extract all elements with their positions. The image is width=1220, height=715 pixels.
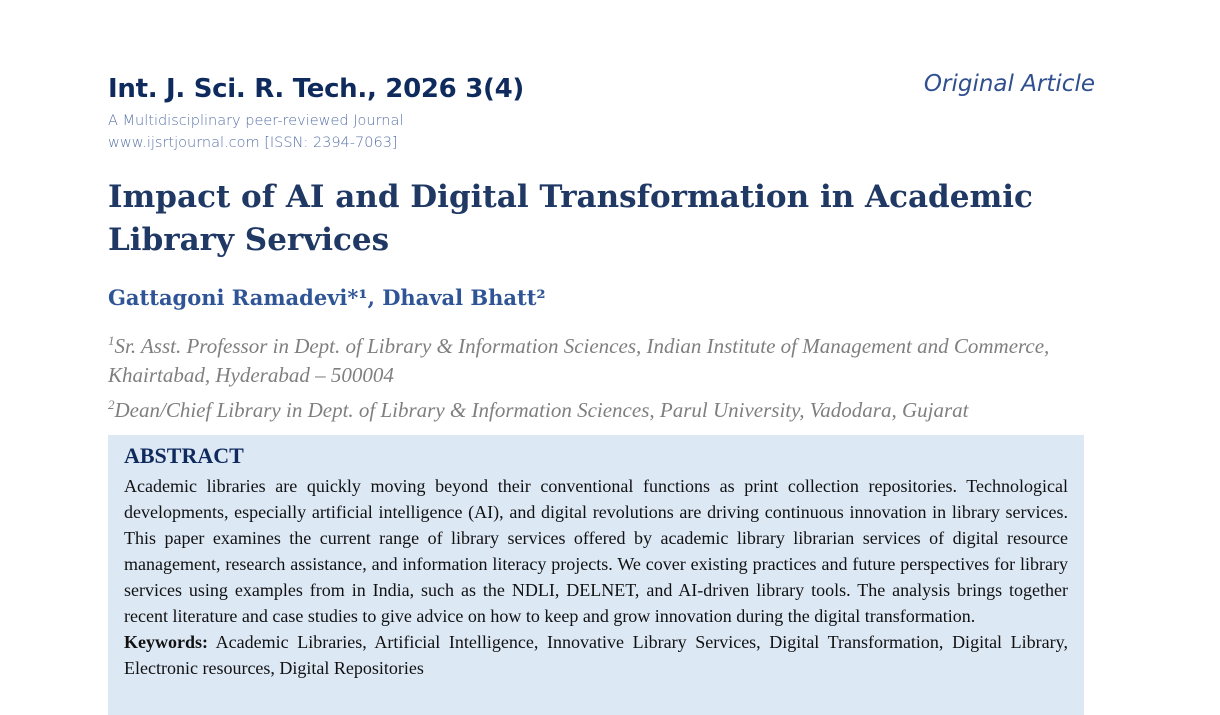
abstract-heading: ABSTRACT xyxy=(124,443,244,468)
affiliation-2: 2Dean/Chief Library in Dept. of Library … xyxy=(108,390,1098,425)
affiliation-mark: 1 xyxy=(108,333,115,348)
affiliation-1: 1Sr. Asst. Professor in Dept. of Library… xyxy=(108,326,1098,390)
paper-title: Impact of AI and Digital Transformation … xyxy=(108,179,1033,258)
affiliation-text: Dean/Chief Library in Dept. of Library &… xyxy=(114,398,969,422)
authors: Gattagoni Ramadevi*¹, Dhaval Bhatt² xyxy=(108,285,546,310)
keywords-text: Academic Libraries, Artificial Intellige… xyxy=(124,632,1068,678)
abstract-box: ABSTRACT Academic libraries are quickly … xyxy=(108,435,1084,715)
journal-website: www.ijsrtjournal.com [ISSN: 2394-7063] xyxy=(108,135,398,151)
journal-citation: Int. J. Sci. R. Tech., 2026 3(4) xyxy=(108,74,524,104)
article-type: Original Article xyxy=(923,71,1095,97)
journal-subtitle: A Multidisciplinary peer-reviewed Journa… xyxy=(108,113,404,129)
keywords-label: Keywords: xyxy=(124,632,208,652)
affiliation-mark: 2 xyxy=(108,397,115,412)
affiliation-text: Sr. Asst. Professor in Dept. of Library … xyxy=(108,334,1050,387)
keywords: Keywords: Academic Libraries, Artificial… xyxy=(124,629,1068,681)
abstract-text: Academic libraries are quickly moving be… xyxy=(124,476,1068,626)
affiliations: 1Sr. Asst. Professor in Dept. of Library… xyxy=(108,326,1098,425)
